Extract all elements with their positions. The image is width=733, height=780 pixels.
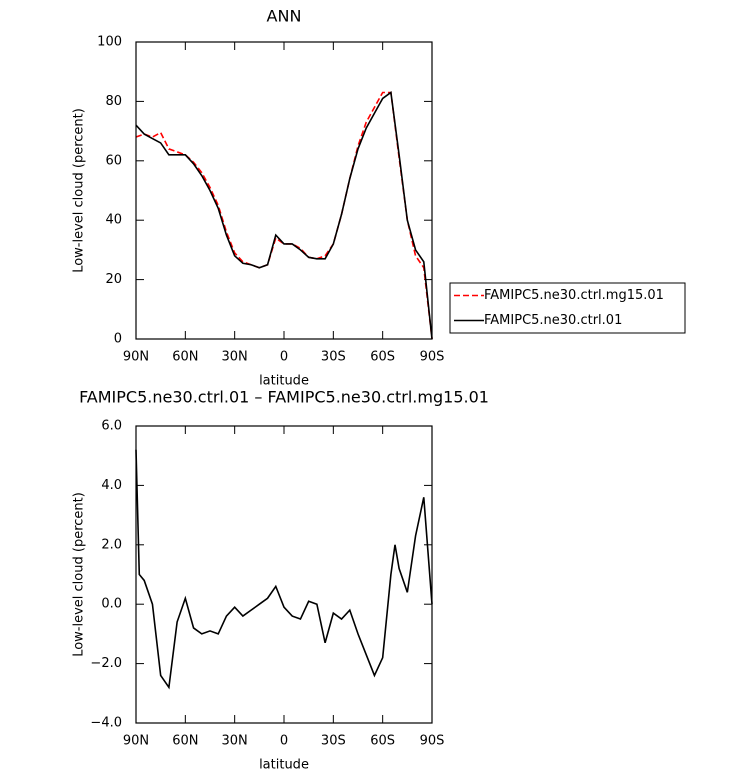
x-tick-label: 60N <box>172 350 198 365</box>
y-tick-label: −4.0 <box>90 716 122 731</box>
y-tick-label: 60 <box>105 153 122 168</box>
plot-frame <box>135 41 433 340</box>
x-tick-label: 90S <box>420 350 445 365</box>
y-axis-label: Low-level cloud (percent) <box>72 492 87 657</box>
y-axis-label: Low-level cloud (percent) <box>72 108 87 273</box>
x-tick-label: 90N <box>123 734 149 749</box>
x-tick-label: 60S <box>370 350 395 365</box>
x-tick-label: 60S <box>370 734 395 749</box>
y-tick-label: 0.0 <box>101 597 122 612</box>
series-line <box>135 91 433 340</box>
x-tick-label: 30N <box>222 350 248 365</box>
x-tick-label: 30S <box>321 734 346 749</box>
y-tick-label: 6.0 <box>101 419 122 434</box>
y-tick-label: −2.0 <box>90 656 122 671</box>
y-tick-label: 100 <box>97 35 122 50</box>
x-axis-label: latitude <box>259 758 309 773</box>
x-tick-label: 0 <box>280 350 288 365</box>
y-tick-label: 80 <box>105 94 122 109</box>
x-tick-label: 90N <box>123 350 149 365</box>
y-tick-label: 0 <box>114 332 122 347</box>
x-tick-label: 0 <box>280 734 288 749</box>
y-tick-label: 2.0 <box>101 537 122 552</box>
y-tick-label: 40 <box>105 213 122 228</box>
legend-box <box>449 282 686 334</box>
legend-label: FAMIPC5.ne30.ctrl.01 <box>484 313 622 328</box>
plot-frame <box>135 425 433 724</box>
legend-label: FAMIPC5.ne30.ctrl.mg15.01 <box>484 288 664 303</box>
x-axis-label: latitude <box>259 374 309 389</box>
y-tick-label: 20 <box>105 272 122 287</box>
series-line <box>135 449 433 690</box>
x-tick-label: 60N <box>172 734 198 749</box>
x-tick-label: 30S <box>321 350 346 365</box>
x-tick-label: 30N <box>222 734 248 749</box>
series-line <box>135 91 433 340</box>
chart-title: FAMIPC5.ne30.ctrl.01 – FAMIPC5.ne30.ctrl… <box>79 388 489 407</box>
y-tick-label: 4.0 <box>101 478 122 493</box>
chart-title: ANN <box>267 7 302 26</box>
x-tick-label: 90S <box>420 734 445 749</box>
